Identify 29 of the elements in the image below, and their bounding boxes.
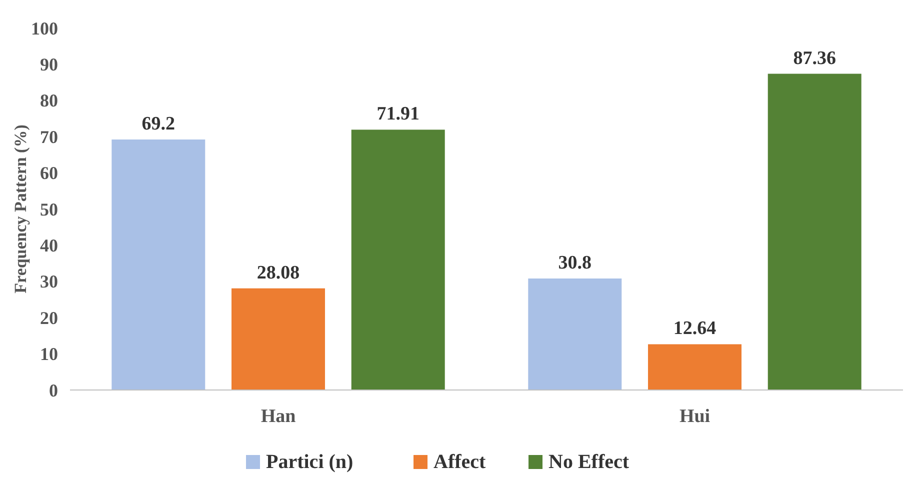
- legend-label: No Effect: [548, 451, 630, 473]
- legend-label: Affect: [434, 451, 486, 473]
- bar: [351, 130, 445, 390]
- y-tick-label: 100: [31, 18, 58, 38]
- data-label: 12.64: [673, 318, 717, 340]
- y-tick-label: 50: [40, 199, 58, 220]
- x-tick-label: Hui: [679, 406, 710, 427]
- y-tick-label: 60: [40, 163, 58, 184]
- x-tick-label: Han: [260, 406, 296, 427]
- y-tick-label: 80: [40, 90, 58, 111]
- y-tick-label: 20: [40, 308, 58, 328]
- y-axis-title: Frequency Pattern (%): [11, 124, 30, 294]
- y-tick-label: 0: [49, 380, 58, 400]
- data-label: 28.08: [256, 262, 300, 284]
- y-tick-label: 30: [40, 272, 58, 292]
- bar: [648, 344, 742, 390]
- bar: [768, 74, 862, 390]
- data-label: 69.2: [142, 113, 176, 134]
- legend-label: Partici (n): [266, 451, 354, 473]
- data-label: 30.8: [558, 252, 592, 274]
- bar: [528, 278, 622, 390]
- bar: [232, 288, 325, 390]
- y-tick-label: 40: [40, 236, 58, 256]
- data-label: 71.91: [376, 104, 420, 125]
- y-tick-label: 90: [40, 54, 58, 74]
- bar: [112, 139, 206, 390]
- y-tick-label: 70: [40, 126, 58, 147]
- y-tick-label: 10: [40, 344, 58, 364]
- data-label: 87.36: [793, 48, 836, 69]
